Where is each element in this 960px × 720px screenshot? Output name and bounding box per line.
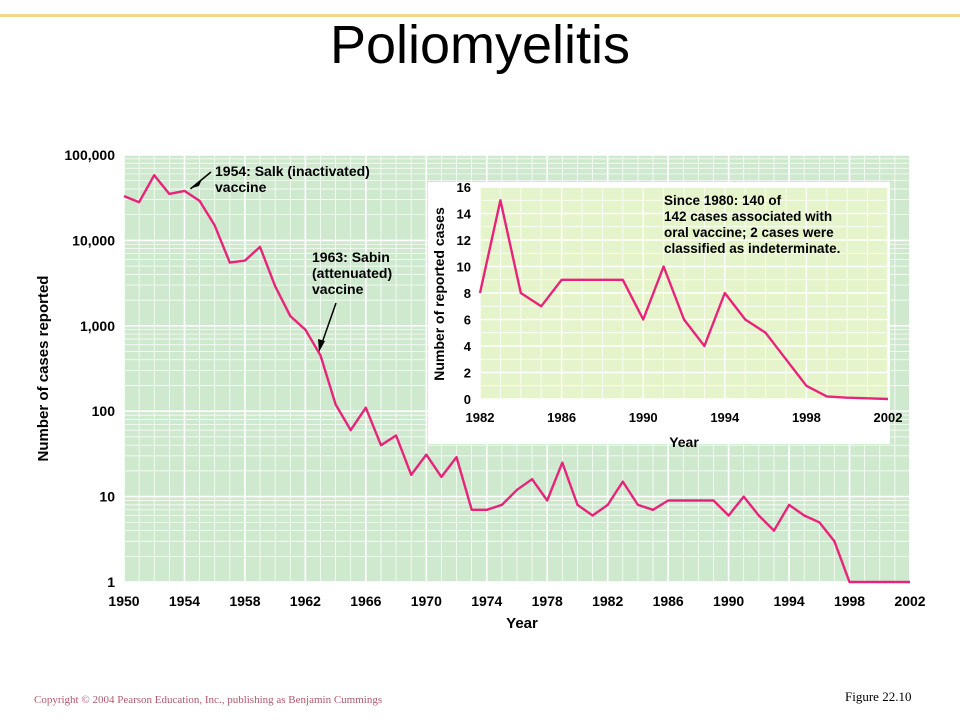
- inset-x-tick-label: 1986: [547, 410, 576, 425]
- inset-x-tick-label: 1998: [792, 410, 821, 425]
- main-x-tick-label: 1970: [411, 593, 442, 609]
- inset-y-tick-label: 4: [464, 339, 472, 354]
- figure-label: Figure 22.10: [845, 689, 912, 704]
- inset-annotation-text: 142 cases associated with: [664, 209, 832, 224]
- top-rule: [0, 14, 960, 17]
- main-x-tick-label: 1978: [532, 593, 563, 609]
- main-x-tick-label: 1974: [471, 593, 502, 609]
- inset-y-tick-label: 8: [464, 286, 471, 301]
- main-y-tick-label: 1,000: [80, 318, 115, 334]
- main-x-tick-label: 1990: [713, 593, 744, 609]
- inset-y-axis-title: Number of reported cases: [431, 207, 447, 381]
- main-y-axis-title: Number of cases reported: [35, 276, 52, 462]
- inset-x-tick-label: 2002: [874, 410, 903, 425]
- inset-x-tick-label: 1990: [629, 410, 658, 425]
- inset-series-line: [478, 199, 889, 401]
- inset-y-tick-label: 2: [464, 366, 471, 381]
- salk-arrowhead: [192, 179, 202, 188]
- main-x-axis-title: Year: [506, 615, 538, 632]
- main-x-tick-label: 1994: [773, 593, 804, 609]
- copyright-text: Copyright © 2004 Pearson Education, Inc.…: [34, 694, 383, 706]
- inset-annotation-text: Since 1980: 140 of: [664, 193, 782, 208]
- inset-y-tick-label: 14: [457, 207, 472, 222]
- main-x-tick-label: 1998: [834, 593, 865, 609]
- salk-annotation-text: vaccine: [215, 179, 267, 195]
- main-x-tick-label: 1958: [229, 593, 260, 609]
- main-series-line: [123, 173, 910, 584]
- inset-y-tick-label: 12: [457, 233, 471, 248]
- inset-y-tick-label: 10: [457, 260, 471, 275]
- main-y-tick-label: 100,000: [64, 147, 115, 163]
- main-x-tick-label: 1982: [592, 593, 623, 609]
- sabin-annotation-text: (attenuated): [312, 265, 392, 281]
- main-x-tick-label: 1962: [290, 593, 321, 609]
- inset-annotation-text: oral vaccine; 2 cases were: [664, 225, 834, 240]
- salk-annotation-text: 1954: Salk (inactivated): [215, 163, 370, 179]
- inset-annotation-text: classified as indeterminate.: [664, 241, 840, 256]
- sabin-annotation-text: 1963: Sabin: [312, 249, 390, 265]
- sabin-annotation-arrow: [321, 302, 337, 344]
- inset-x-tick-label: 1994: [710, 410, 740, 425]
- main-x-tick-label: 1986: [653, 593, 684, 609]
- inset-x-tick-label: 1982: [466, 410, 495, 425]
- main-x-tick-label: 1966: [350, 593, 381, 609]
- inset-x-axis-title: Year: [669, 434, 699, 450]
- slide-title: Poliomyelitis: [329, 15, 631, 75]
- main-x-tick-label: 2002: [894, 593, 925, 609]
- main-y-tick-label: 10: [99, 489, 115, 505]
- main-y-tick-label: 100: [92, 403, 116, 419]
- main-y-tick-label: 10,000: [72, 232, 115, 248]
- sabin-arrowhead: [318, 339, 325, 352]
- inset-y-tick-label: 16: [457, 180, 471, 195]
- main-x-tick-label: 1950: [108, 593, 139, 609]
- sabin-annotation-text: vaccine: [312, 281, 364, 297]
- inset-y-tick-label: 6: [464, 313, 471, 328]
- main-x-tick-label: 1954: [169, 593, 200, 609]
- inset-y-tick-label: 0: [464, 392, 471, 407]
- main-y-tick-label: 1: [107, 574, 115, 590]
